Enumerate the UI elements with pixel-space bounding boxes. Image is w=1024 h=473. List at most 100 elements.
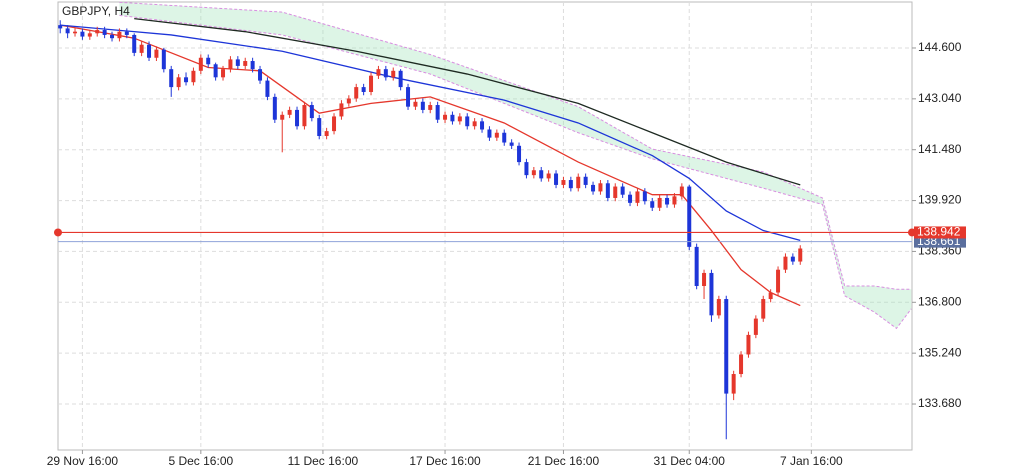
candle-body [235, 59, 240, 66]
candle-body [213, 64, 218, 78]
candle-body [332, 116, 337, 132]
candle-body [642, 191, 647, 202]
candle-body [450, 114, 455, 122]
x-tick-label: 17 Dec 16:00 [409, 454, 481, 468]
candle-body [672, 196, 677, 205]
price-line-handle [54, 228, 62, 237]
candle-body [132, 34, 137, 53]
candle-body [731, 374, 736, 394]
candle-body [354, 87, 359, 99]
candle-body [517, 145, 522, 163]
candle-body [110, 34, 115, 39]
candle-body [598, 183, 603, 192]
candle-body [583, 176, 588, 185]
candle-body [605, 183, 610, 198]
candle-body [561, 180, 566, 185]
candle-body [147, 44, 152, 58]
candle-body [657, 197, 662, 208]
candle-body [413, 101, 418, 107]
candle-body [768, 292, 773, 300]
candle-body [724, 299, 729, 394]
candle-body [687, 186, 692, 247]
ma-line [134, 17, 801, 186]
candle-body [73, 31, 78, 34]
candle-body [339, 103, 344, 117]
candle-body [228, 59, 233, 70]
candle-body [798, 248, 803, 262]
candle-body [184, 77, 189, 83]
candle-body [783, 256, 788, 270]
candle-body [665, 197, 670, 205]
candle-body [620, 186, 625, 195]
candle-body [420, 101, 425, 110]
cloud-edge [119, 14, 912, 330]
candle-body [302, 105, 307, 127]
candle-body [139, 44, 144, 53]
candle-body [398, 70, 403, 88]
candle-body [117, 31, 122, 39]
y-tick-label: 143.040 [918, 91, 962, 105]
y-tick-label: 136.800 [918, 294, 962, 308]
x-tick-label: 5 Dec 16:00 [168, 454, 233, 468]
candle-body [568, 180, 573, 189]
candle-body [206, 57, 211, 65]
x-tick-label: 31 Dec 04:00 [654, 454, 726, 468]
candle-body [295, 109, 300, 127]
x-tick-label: 7 Jan 16:00 [780, 454, 843, 468]
y-tick-label: 144.600 [918, 40, 962, 54]
candle-body [465, 116, 470, 127]
ma-line [60, 24, 801, 241]
candle-body [739, 354, 744, 375]
candle-body [650, 201, 655, 208]
candle-body [679, 186, 684, 197]
candle-body [280, 114, 285, 120]
candle-body [443, 114, 448, 120]
candle-body [790, 256, 795, 262]
candle-body [154, 49, 159, 58]
candle-body [576, 176, 581, 189]
axes: 144.600143.040141.480139.920138.360136.8… [47, 40, 966, 468]
candle-body [761, 299, 766, 319]
chart-title: GBPJPY, H4 [62, 4, 130, 18]
candle-body [191, 70, 196, 83]
price-label: 138.942 [917, 225, 961, 239]
candle-body [198, 57, 203, 71]
candle-body [102, 30, 107, 35]
candle-body [369, 75, 374, 92]
candle-body [480, 121, 485, 130]
price-label-box [914, 226, 966, 239]
candle-body [346, 98, 351, 104]
ma-line [60, 24, 801, 307]
candle-body [428, 105, 433, 110]
candle-body [524, 162, 529, 176]
candle-body [716, 299, 721, 316]
marks [54, 1, 916, 440]
candle-body [169, 69, 174, 88]
cloud-edge [119, 1, 912, 290]
y-tick-label: 139.920 [918, 193, 962, 207]
candle-body [457, 116, 462, 122]
candle-body [258, 69, 263, 81]
x-tick-label: 11 Dec 16:00 [288, 454, 359, 468]
candle-body [243, 61, 248, 66]
candle-body [58, 25, 63, 29]
price-label-box [914, 235, 966, 248]
candle-body [472, 121, 477, 127]
candle-body [287, 109, 292, 115]
candle-body [65, 28, 70, 34]
candle-body [776, 269, 781, 293]
candle-body [272, 96, 277, 120]
candle-body [531, 170, 536, 176]
candle-body [554, 173, 559, 185]
candle-body [487, 129, 492, 138]
candle-body [546, 173, 551, 179]
y-tick-label: 141.480 [918, 142, 962, 156]
candle-body [80, 31, 85, 37]
candle-body [746, 334, 751, 355]
candle-body [361, 87, 366, 92]
y-tick-label: 135.240 [918, 345, 962, 359]
y-tick-label: 133.680 [918, 396, 962, 410]
candle-body [591, 184, 596, 192]
candle-body [709, 272, 714, 316]
